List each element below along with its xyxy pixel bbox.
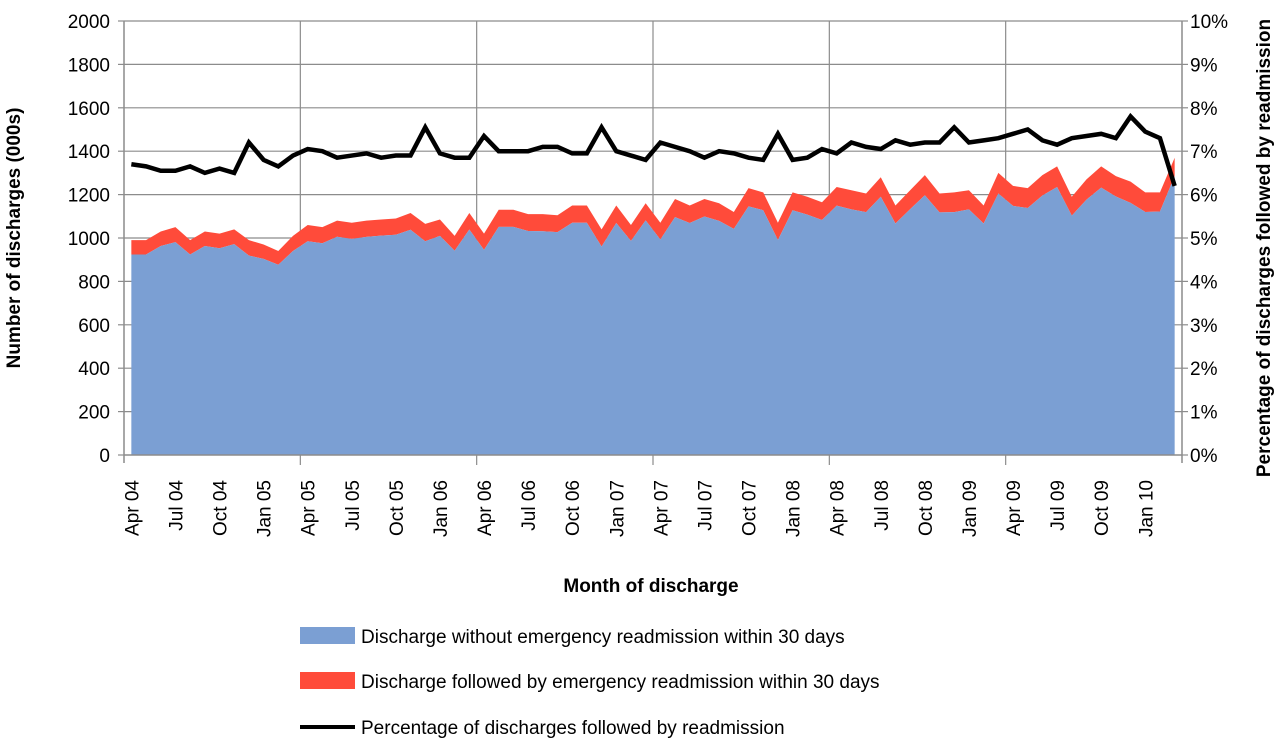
x-tick-label: Oct 09 [1092, 480, 1113, 536]
y-tick-label: 800 [78, 272, 110, 293]
legend-label-with: Discharge followed by emergency readmiss… [361, 672, 880, 693]
x-tick-label: Oct 06 [563, 480, 584, 536]
y-tick-label: 400 [78, 359, 110, 380]
x-tick-label: Apr 07 [651, 480, 672, 536]
x-tick-label: Oct 05 [387, 480, 408, 536]
legend-swatch-without [300, 627, 355, 644]
x-tick-label: Apr 04 [122, 480, 143, 536]
y-tick-labels: 0 200 400 600 800 1000 1200 1400 1600 1800 2000 [68, 12, 110, 467]
y-tick-label: 2000 [68, 12, 110, 33]
x-tick-label: Apr 06 [475, 480, 496, 536]
y-tick-label: 1800 [68, 55, 110, 76]
y2-tick-label: 7% [1190, 142, 1218, 163]
legend-label-percentage: Percentage of discharges followed by rea… [361, 718, 785, 739]
x-tick-label: Apr 05 [299, 480, 320, 536]
x-tick-label: Jan 07 [607, 480, 628, 537]
x-tick-label: Jan 05 [255, 480, 276, 537]
legend-label-without: Discharge without emergency readmission … [361, 627, 845, 648]
y-axis-title: Number of discharges (000s) [4, 108, 25, 369]
legend-swatch-with [300, 672, 355, 689]
x-tick-label: Jul 05 [343, 480, 364, 531]
legend: Discharge without emergency readmission … [300, 627, 880, 739]
x-tick-label: Oct 08 [916, 480, 937, 536]
y2-tick-label: 5% [1190, 229, 1218, 250]
y2-tick-label: 10% [1190, 12, 1228, 33]
y-tick-label: 1400 [68, 142, 110, 163]
legend-swatch-percentage [300, 725, 355, 729]
y2-tick-label: 0% [1190, 446, 1218, 467]
x-tick-label: Jul 04 [166, 480, 187, 531]
y2-tick-labels: 0% 1% 2% 3% 4% 5% 6% 7% 8% 9% 10% [1190, 12, 1228, 467]
y2-axis-title: Percentage of discharges followed by rea… [1254, 19, 1275, 477]
y-tick-label: 1000 [68, 229, 110, 250]
y2-tick-label: 4% [1190, 272, 1218, 293]
x-tick-label: Oct 04 [211, 480, 232, 536]
x-tick-label: Apr 08 [828, 480, 849, 536]
y-tick-label: 0 [99, 446, 110, 467]
y2-tick-label: 2% [1190, 359, 1218, 380]
x-tick-label: Jan 06 [431, 480, 452, 537]
x-tick-label: Jan 09 [960, 480, 981, 537]
x-tick-labels: Apr 04 Jul 04 Oct 04 Jan 05 Apr 05 Jul 05 Oct … [122, 480, 1157, 537]
y-tick-label: 1200 [68, 186, 110, 207]
x-tick-label: Jul 08 [872, 480, 893, 531]
y2-tick-label: 1% [1190, 403, 1218, 424]
y-tick-label: 200 [78, 403, 110, 424]
x-tick-label: Jan 10 [1136, 480, 1157, 537]
x-tick-label: Jan 08 [784, 480, 805, 537]
x-tick-label: Jul 07 [695, 480, 716, 531]
x-tick-label: Oct 07 [740, 480, 761, 536]
y-tick-label: 1600 [68, 99, 110, 120]
y2-tick-label: 8% [1190, 99, 1218, 120]
y-tick-label: 600 [78, 316, 110, 337]
x-tick-label: Jul 06 [519, 480, 540, 531]
x-tick-label: Jul 09 [1048, 480, 1069, 531]
y2-tick-label: 9% [1190, 55, 1218, 76]
y2-tick-label: 6% [1190, 186, 1218, 207]
y2-tick-label: 3% [1190, 316, 1218, 337]
x-axis-title: Month of discharge [563, 576, 738, 597]
x-tick-label: Apr 09 [1004, 480, 1025, 536]
